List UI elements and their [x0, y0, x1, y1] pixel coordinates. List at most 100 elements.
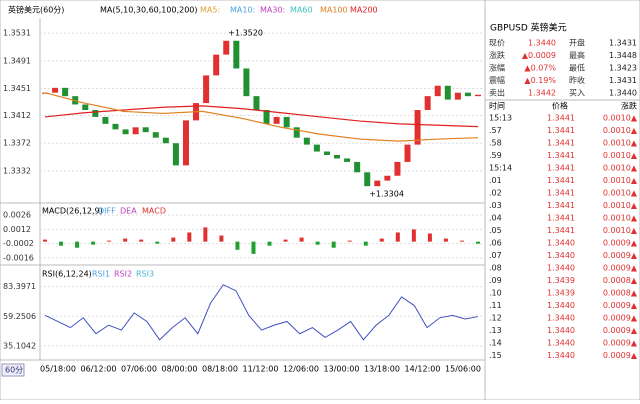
ma-legend: MA5:	[200, 6, 220, 15]
candle	[313, 144, 320, 152]
tick-cell: 1.3441	[547, 226, 575, 235]
candle	[203, 75, 210, 104]
tick-cell: 0.0010▲	[603, 151, 638, 160]
candle	[475, 94, 481, 97]
tick-cell: .01	[489, 176, 502, 185]
tick-cell: 0.0009▲	[603, 264, 638, 273]
candle	[92, 110, 99, 117]
tick-cell: .06	[489, 239, 502, 248]
tick-cell: .59	[489, 151, 502, 160]
candle	[162, 137, 169, 144]
candle	[323, 151, 330, 155]
quote-cell: 买入	[569, 89, 585, 98]
quote-cell: 1.3440	[609, 89, 637, 98]
macd-bar	[187, 232, 192, 242]
macd-bar	[123, 238, 128, 242]
candle	[132, 127, 139, 135]
quote-cell: 开盘	[569, 38, 585, 48]
period-button[interactable]	[1, 363, 25, 377]
x-tick-label: 08/00:00	[162, 365, 198, 374]
candle	[424, 96, 431, 110]
quote-cell: 涨跌	[489, 50, 505, 60]
quote-cell: 震幅	[489, 75, 505, 85]
macd-bar	[299, 237, 304, 242]
y-tick-label: 83.3971	[3, 282, 36, 291]
tick-cell: .09	[489, 276, 502, 285]
y-tick-label: -0.0016	[3, 253, 34, 262]
candle	[122, 129, 129, 135]
candle	[253, 96, 260, 110]
tick-cell: 0.0009▲	[603, 239, 638, 248]
macd-bar	[59, 241, 64, 246]
macd-bar	[427, 233, 432, 242]
candle	[464, 92, 471, 97]
tick-cell: 1.3441	[547, 151, 575, 160]
tick-cell: 0.0008▲	[603, 276, 638, 285]
quote-cell: 1.3431	[609, 76, 637, 85]
ma-legend: MA200	[350, 6, 378, 15]
candle	[293, 127, 300, 138]
tick-cell: .15	[489, 351, 502, 360]
tick-cell: 1.3440	[547, 239, 575, 248]
quote-cell: ▲0.07%	[524, 64, 556, 73]
macd-bar	[347, 240, 352, 242]
tick-header: 价格	[552, 101, 568, 111]
y-tick-label: 0.0012	[3, 225, 31, 234]
tick-cell: 1.3441	[547, 114, 575, 123]
candle	[273, 116, 280, 124]
tick-cell: 1.3440	[547, 351, 575, 360]
rsi-label: RSI(6,12,24)	[42, 270, 92, 279]
macd-bar	[476, 241, 480, 244]
y-tick-label: 1.3451	[3, 84, 31, 93]
macd-bar	[203, 227, 208, 242]
y-tick-label: 1.3372	[3, 139, 31, 148]
candle	[62, 87, 69, 97]
candle	[334, 155, 341, 159]
quote-cell: 1.3440	[528, 39, 556, 48]
quote-cell: 1.3442	[528, 89, 556, 98]
tick-cell: .11	[489, 301, 502, 310]
ma-legend: MA30:	[260, 6, 285, 15]
macd-bar	[155, 241, 160, 244]
tick-cell: 0.0009▲	[603, 251, 638, 260]
candle	[404, 144, 411, 162]
candle	[414, 110, 421, 145]
macd-bar	[443, 238, 448, 242]
macd-legend: DEA	[120, 207, 137, 216]
y-tick-label: -0.0002	[3, 239, 34, 248]
candle	[454, 92, 461, 100]
tick-cell: .10	[489, 289, 502, 298]
tick-cell: 1.3441	[547, 164, 575, 173]
macd-bar	[219, 235, 224, 242]
tick-cell: 1.3441	[547, 189, 575, 198]
candle	[444, 85, 451, 100]
macd-legend: MACD	[142, 207, 166, 216]
y-tick-label: 1.3531	[3, 29, 31, 38]
tick-cell: 1.3440	[547, 301, 575, 310]
candle	[263, 110, 270, 124]
macd-bar	[411, 229, 416, 242]
ma-legend: MA100	[320, 6, 348, 15]
tick-cell: 1.3440	[547, 264, 575, 273]
candle	[303, 137, 310, 145]
macd-bar	[91, 241, 96, 245]
x-tick-label: 05/18:00	[40, 365, 76, 374]
quote-cell: ▲0.19%	[524, 76, 556, 85]
rsi-legend: RSI2	[114, 270, 132, 279]
tick-cell: .02	[489, 189, 502, 198]
macd-bar	[267, 241, 272, 246]
macd-bar	[107, 240, 112, 242]
candle	[283, 116, 290, 128]
tick-cell: 0.0010▲	[603, 176, 638, 185]
tick-cell: 1.3441	[547, 201, 575, 210]
candle	[233, 40, 240, 69]
quote-panel	[484, 0, 640, 401]
x-tick-label: 13/00:00	[324, 365, 360, 374]
tick-cell: 0.0009▲	[603, 314, 638, 323]
candle	[102, 116, 109, 124]
tick-header: 涨跌	[621, 101, 637, 111]
period-label[interactable]: 60分	[5, 366, 23, 375]
tick-cell: 1.3441	[547, 176, 575, 185]
ma-legend: MA60	[290, 6, 313, 15]
